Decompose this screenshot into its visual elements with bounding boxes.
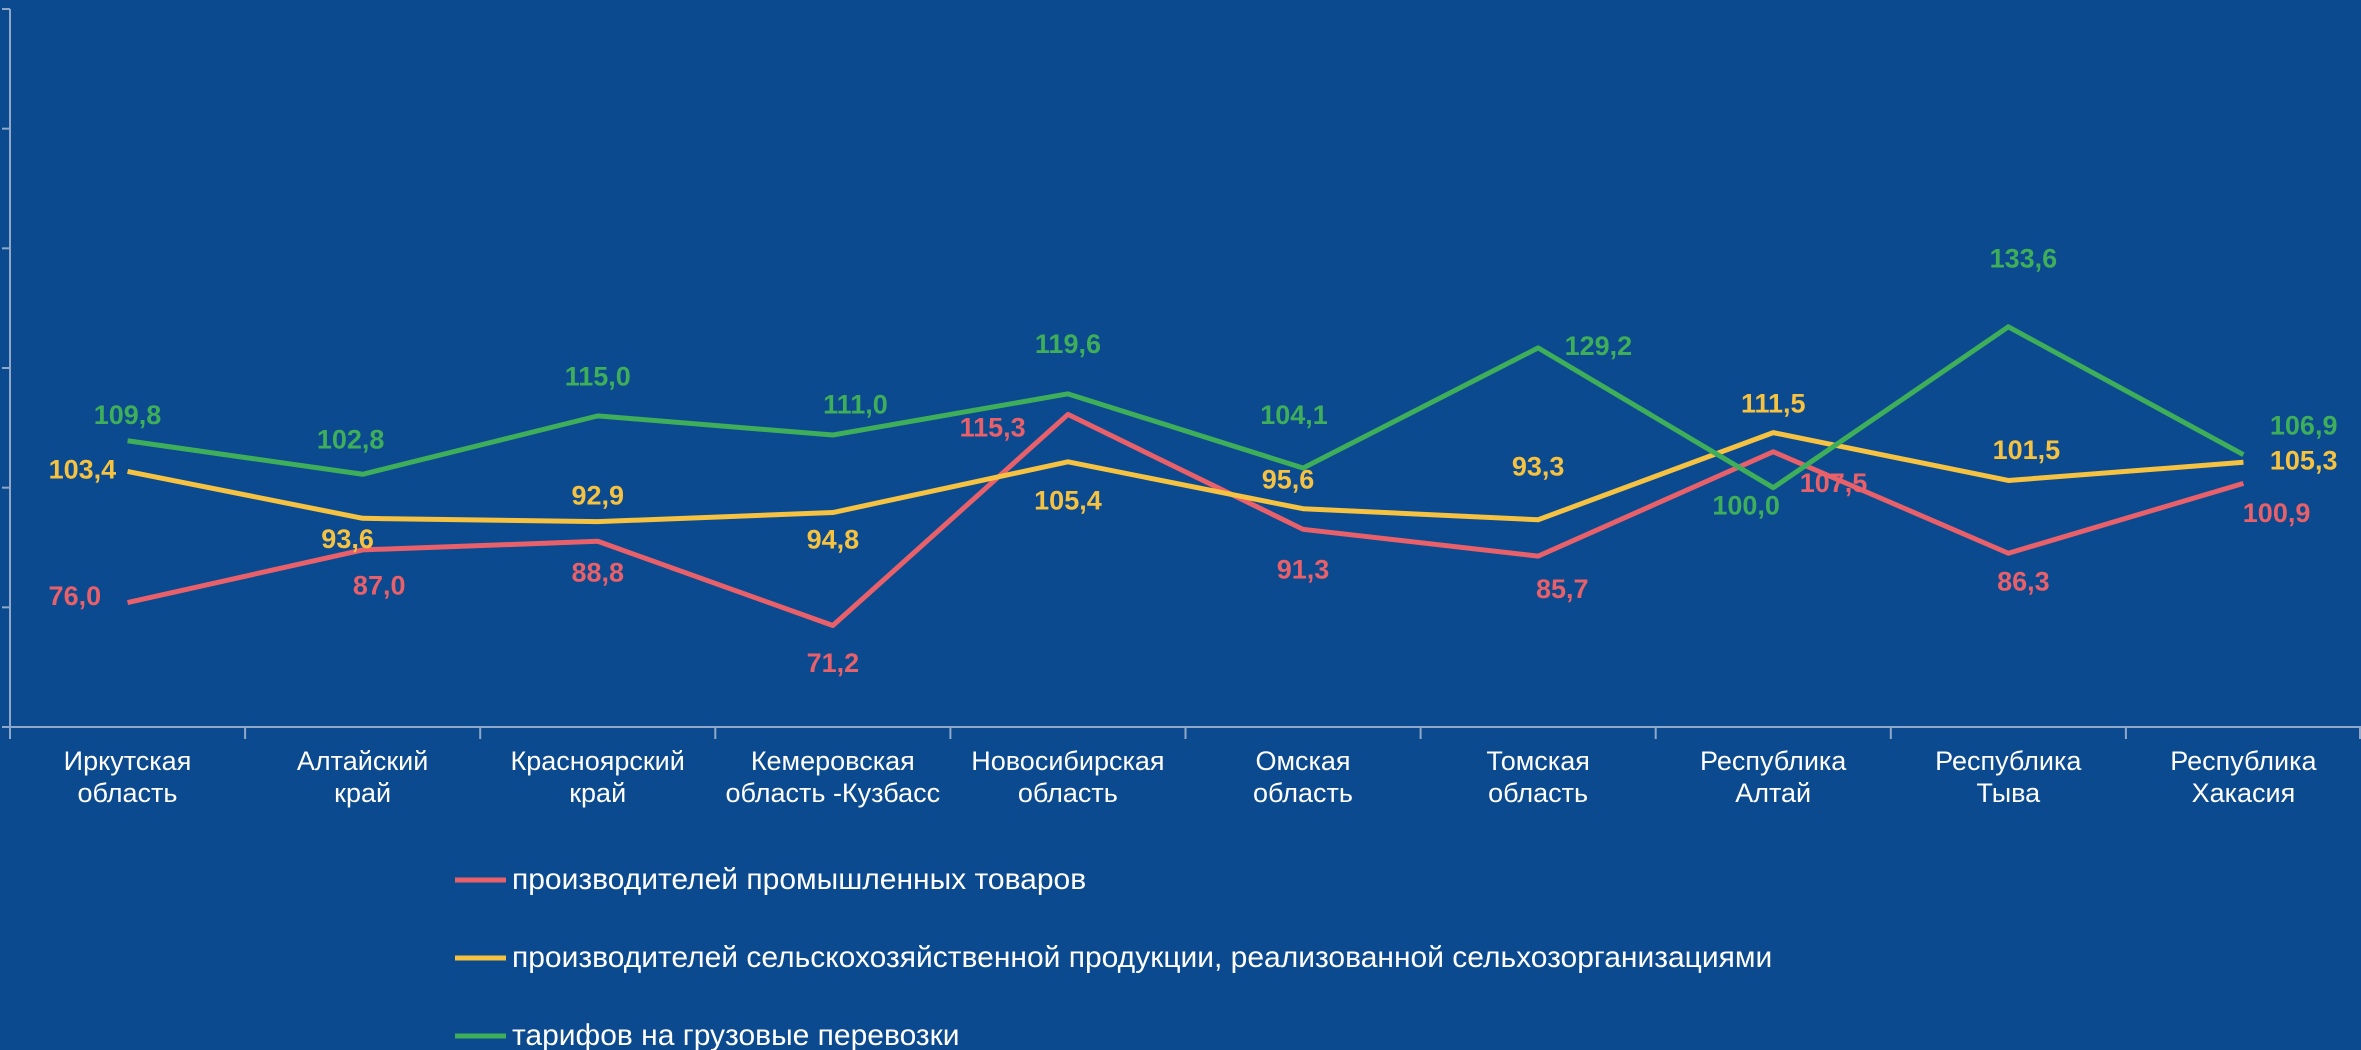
x-tick-label: Томская область xyxy=(1486,746,1590,808)
data-label: 92,9 xyxy=(571,481,624,511)
data-label: 91,3 xyxy=(1277,555,1330,585)
data-label: 100,9 xyxy=(2243,498,2311,528)
legend-label: тарифов на грузовые перевозки xyxy=(512,1019,960,1050)
data-label: 95,6 xyxy=(1262,465,1315,495)
data-label: 87,0 xyxy=(353,571,406,601)
x-tick-label: Республика Алтай xyxy=(1700,746,1847,808)
data-label: 103,4 xyxy=(49,455,117,485)
data-label: 106,9 xyxy=(2270,411,2338,441)
data-label: 101,5 xyxy=(1993,435,2061,465)
series-line xyxy=(127,430,2244,525)
data-label: 111,0 xyxy=(823,390,888,420)
data-label: 85,7 xyxy=(1536,574,1589,604)
data-label: 76,0 xyxy=(49,581,102,611)
data-label: 93,6 xyxy=(321,524,374,554)
x-tick-label: Республика Хакасия xyxy=(2170,746,2317,808)
x-tick-label: Красноярский край xyxy=(510,746,685,808)
data-label: 104,1 xyxy=(1260,400,1328,430)
data-label: 105,3 xyxy=(2270,445,2338,475)
series-line xyxy=(127,324,2245,491)
data-label: 100,0 xyxy=(1712,490,1780,520)
x-tick-label: Республика Тыва xyxy=(1935,746,2082,808)
data-label: 133,6 xyxy=(1990,244,2058,274)
data-label: 107,5 xyxy=(1800,468,1868,498)
data-label: 111,5 xyxy=(1741,389,1806,419)
data-label: 93,3 xyxy=(1512,452,1565,482)
x-tick-label: Алтайский край xyxy=(296,746,429,808)
data-label: 71,2 xyxy=(807,648,860,678)
x-tick-label: Омская область xyxy=(1253,746,1353,808)
data-label: 119,6 xyxy=(1035,329,1101,359)
data-label: 94,8 xyxy=(807,524,860,554)
x-tick-label: Новосибирская область xyxy=(971,746,1165,808)
data-label: 102,8 xyxy=(317,424,385,454)
data-label: 109,8 xyxy=(94,400,162,430)
data-label: 115,3 xyxy=(960,413,1026,443)
legend-label: производителей сельскохозяйственной прод… xyxy=(512,941,1773,974)
x-tick-label: Кемеровская область -Кузбасс xyxy=(725,746,941,808)
data-label: 86,3 xyxy=(1997,566,2050,596)
data-label: 129,2 xyxy=(1565,331,1633,361)
legend-label: производителей промышленных товаров xyxy=(512,863,1087,896)
data-label: 115,0 xyxy=(565,361,631,391)
x-tick-label: Иркутская область xyxy=(63,746,192,808)
data-label: 105,4 xyxy=(1034,486,1102,516)
data-label: 88,8 xyxy=(571,558,624,588)
series-line xyxy=(127,411,2245,629)
